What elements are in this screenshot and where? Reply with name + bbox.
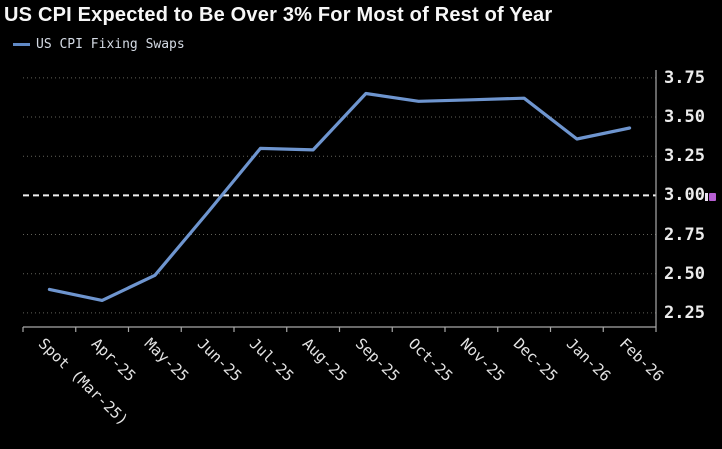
y-axis-label-2.50: 2.50	[664, 263, 705, 284]
chart-title: US CPI Expected to Be Over 3% For Most o…	[4, 4, 553, 26]
y-axis-label-2.75: 2.75	[664, 224, 705, 245]
reference-price-marker-icon	[705, 192, 717, 201]
y-axis-label-3.25: 3.25	[664, 146, 705, 167]
legend-label: US CPI Fixing Swaps	[36, 37, 185, 52]
legend: US CPI Fixing Swaps	[13, 37, 185, 52]
y-axis-label-2.25: 2.25	[664, 302, 705, 323]
y-axis-label-3.00: 3.00	[664, 185, 705, 206]
legend-line-swatch-icon	[13, 43, 30, 46]
y-axis-label-3.75: 3.75	[664, 67, 705, 88]
series-line-us-cpi-fixing-swaps	[47, 91, 632, 302]
y-axis-label-3.50: 3.50	[664, 107, 705, 127]
